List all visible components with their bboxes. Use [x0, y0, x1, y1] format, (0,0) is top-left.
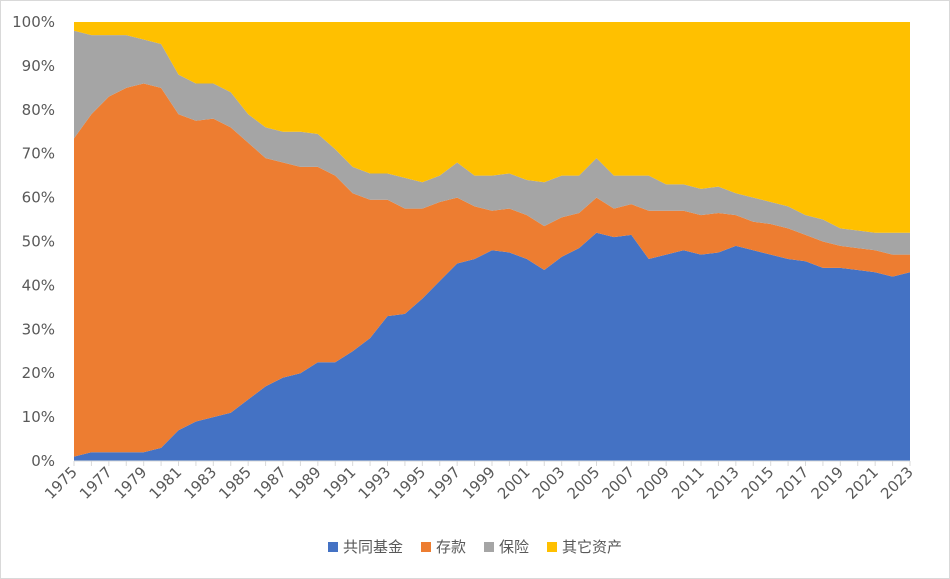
x-tick-label: 2021: [842, 463, 882, 503]
x-tick-label: 2009: [633, 463, 673, 503]
x-tick-label: 1987: [250, 463, 290, 503]
x-tick-label: 2019: [807, 463, 847, 503]
x-tick-label: 2015: [738, 463, 778, 503]
y-tick-label: 60%: [22, 189, 55, 207]
legend-label: 存款: [435, 538, 466, 556]
y-tick-label: 0%: [31, 452, 55, 470]
area-series-1: [74, 232, 910, 461]
legend-item: 共同基金: [327, 536, 403, 557]
x-tick-label: 2007: [598, 463, 638, 503]
y-tick-label: 100%: [12, 13, 55, 31]
y-tick-label: 30%: [22, 320, 55, 338]
legend-swatch: [420, 541, 431, 552]
x-tick-label: 1989: [285, 463, 325, 503]
y-tick-label: 10%: [22, 408, 55, 426]
x-tick-label: 2003: [529, 463, 569, 503]
legend-swatch: [327, 541, 338, 552]
area-series-3: [74, 30, 910, 255]
y-tick-label: 40%: [22, 276, 55, 294]
x-tick-label: 1977: [76, 463, 116, 503]
x-tick-label: 1999: [459, 463, 499, 503]
x-tick-label: 2011: [668, 463, 708, 503]
x-tick-label: 1981: [146, 463, 186, 503]
area-series-4: [74, 22, 910, 233]
x-tick-label: 2017: [773, 463, 813, 503]
x-tick-label: 1985: [215, 463, 255, 503]
y-tick-label: 50%: [22, 233, 55, 251]
x-tick-label: 2001: [494, 463, 534, 503]
y-tick-label: 80%: [22, 101, 55, 119]
x-tick-label: 1979: [111, 463, 151, 503]
x-tick-label: 1997: [424, 463, 464, 503]
legend-item: 其它资产: [547, 536, 622, 557]
x-tick-label: 2013: [703, 463, 743, 503]
x-tick-label: 1993: [355, 463, 395, 503]
x-tick-label: 1991: [320, 463, 360, 503]
legend-swatch: [484, 541, 494, 552]
legend-label: 其它资产: [562, 538, 623, 556]
x-tick-label: 2005: [564, 463, 604, 503]
legend-label: 共同基金: [342, 538, 403, 556]
x-tick-label: 1983: [180, 463, 220, 503]
x-tick-label: 2023: [877, 463, 917, 503]
legend-swatch: [547, 541, 558, 552]
x-tick-label: 1995: [389, 463, 429, 503]
y-tick-label: 90%: [22, 57, 55, 75]
legend: 共同基金 存款 保险 其它资产: [0, 536, 950, 557]
y-tick-label: 70%: [22, 145, 55, 163]
legend-item: 存款: [420, 536, 466, 557]
legend-label: 保险: [499, 538, 530, 556]
y-tick-label: 20%: [22, 364, 55, 382]
legend-item: 保险: [484, 536, 529, 557]
area-series-2: [74, 83, 910, 457]
